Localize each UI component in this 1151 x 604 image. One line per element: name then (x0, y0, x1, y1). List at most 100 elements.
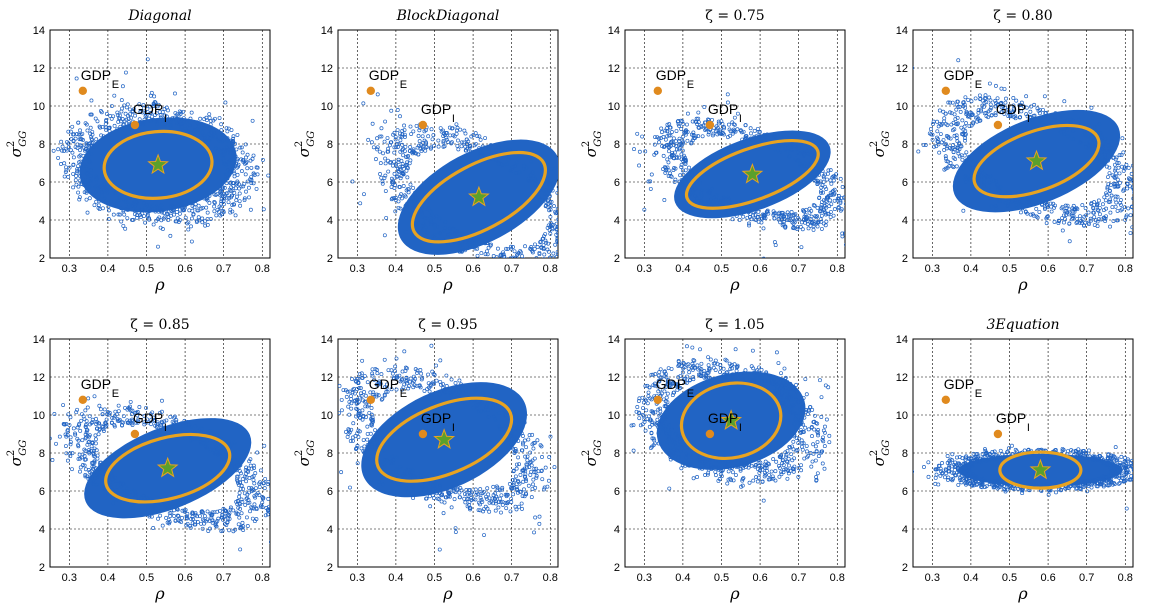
data-point (71, 163, 76, 167)
data-point (167, 505, 172, 510)
data-point (68, 129, 73, 134)
data-point (444, 373, 449, 378)
data-point (1092, 139, 1097, 144)
data-point (82, 417, 87, 422)
data-point (523, 244, 527, 249)
data-point (112, 497, 117, 502)
data-point (91, 464, 96, 469)
data-point (1057, 219, 1061, 224)
data-point (116, 119, 121, 124)
data-point (1113, 166, 1118, 171)
data-point (420, 375, 425, 380)
data-point (818, 189, 823, 194)
data-point (574, 241, 577, 244)
data-point (219, 515, 224, 520)
data-point (562, 257, 565, 260)
data-point (948, 161, 953, 165)
data-point (828, 198, 833, 203)
data-point (225, 147, 230, 152)
data-point (70, 124, 75, 129)
data-point (962, 153, 967, 158)
data-point (546, 195, 551, 200)
data-point (572, 247, 575, 250)
data-point (464, 388, 468, 393)
data-point (1092, 223, 1097, 228)
data-point (514, 449, 519, 453)
data-point (1058, 130, 1063, 135)
data-point (121, 482, 126, 487)
data-point (122, 212, 127, 217)
data-point (126, 202, 131, 207)
data-point (426, 206, 431, 211)
data-point (767, 473, 772, 477)
data-point (671, 136, 676, 141)
y-tick-label: 10 (608, 410, 620, 422)
data-point (718, 128, 723, 133)
data-point (1064, 128, 1069, 133)
data-point (962, 124, 967, 129)
data-point (1074, 220, 1079, 225)
data-point (649, 172, 654, 177)
data-point (1063, 203, 1068, 208)
data-point (365, 443, 370, 447)
data-point (423, 216, 428, 221)
data-point (1130, 225, 1133, 230)
data-point (402, 382, 407, 387)
data-point (398, 138, 403, 143)
data-point (176, 219, 181, 224)
data-point (1053, 203, 1057, 208)
data-point (249, 505, 254, 510)
data-point (428, 209, 433, 214)
data-point (102, 196, 107, 201)
data-point (62, 161, 67, 166)
data-point (806, 226, 811, 231)
data-point (212, 204, 217, 209)
data-point (410, 467, 415, 472)
data-point (117, 113, 122, 118)
data-point (730, 466, 734, 470)
data-point (1129, 171, 1133, 176)
data-point (675, 119, 680, 124)
data-point (735, 127, 740, 132)
data-point (51, 148, 56, 153)
data-point (708, 376, 713, 381)
data-point (803, 166, 808, 171)
data-point (943, 156, 948, 161)
data-point (718, 362, 723, 367)
data-point (567, 195, 570, 198)
data-point (699, 361, 704, 366)
data-point (665, 410, 670, 415)
data-point (391, 180, 396, 185)
data-point (181, 424, 186, 429)
y-tick-label: 4 (614, 524, 620, 536)
data-point (190, 201, 195, 206)
data-point (941, 138, 946, 143)
data-point (678, 439, 683, 444)
data-point (706, 200, 711, 205)
data-point (950, 146, 955, 150)
data-point (514, 160, 519, 165)
data-point (109, 199, 114, 204)
data-point (505, 257, 508, 258)
data-point (499, 163, 504, 168)
data-point (100, 190, 104, 195)
data-point (556, 185, 558, 189)
data-point (753, 213, 758, 218)
data-point (99, 187, 103, 192)
data-point (503, 413, 508, 418)
data-point (674, 147, 679, 152)
data-point (1004, 96, 1008, 101)
data-point (257, 485, 262, 489)
data-point (786, 218, 791, 222)
x-tick-label: 0.3 (925, 263, 940, 275)
y-tick-label: 4 (614, 215, 620, 227)
data-point (114, 488, 119, 492)
data-point (155, 217, 160, 222)
data-point (254, 506, 259, 511)
data-point (785, 146, 790, 151)
data-point (411, 185, 416, 190)
data-point (1080, 217, 1085, 222)
data-point (548, 231, 553, 236)
data-point (482, 533, 486, 538)
data-point (193, 202, 198, 207)
